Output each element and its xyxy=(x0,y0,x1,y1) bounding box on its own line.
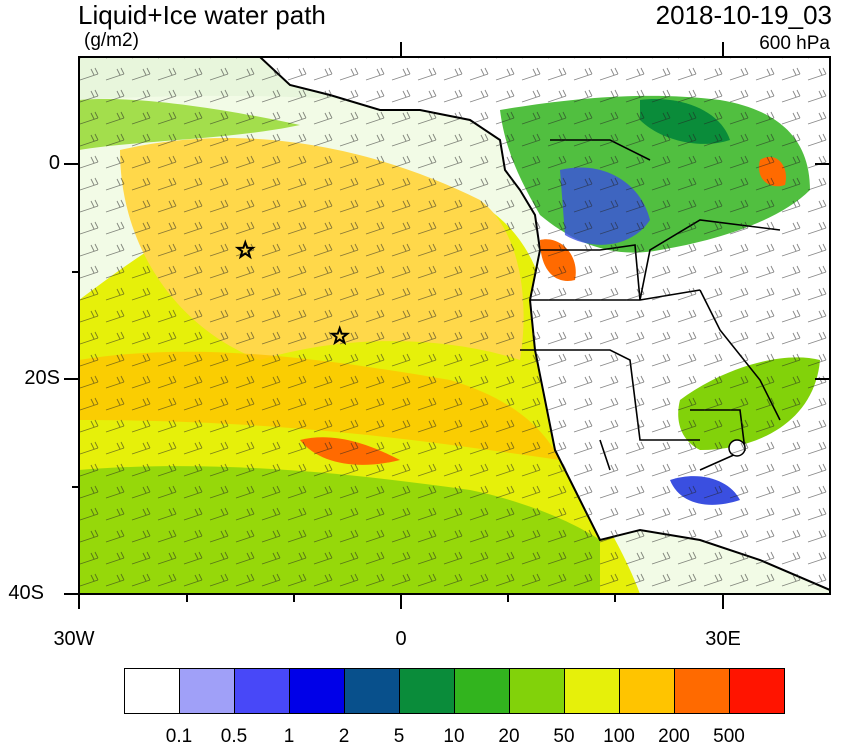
colorbar-swatch xyxy=(619,668,675,714)
pressure-level-label: 600 hPa xyxy=(759,33,830,54)
colorbar-swatch xyxy=(564,668,620,714)
wind-barbs xyxy=(79,57,830,594)
lon-label-0: 0 xyxy=(395,628,407,650)
star-marker-1 xyxy=(234,239,256,260)
lat-label-20s: 20S xyxy=(24,367,60,389)
map-title: Liquid+Ice water path xyxy=(78,0,326,30)
colorbar-swatch xyxy=(509,668,565,714)
colorbar-label: 100 xyxy=(603,726,635,747)
colorbar-label: 0.1 xyxy=(165,726,193,747)
axis-ticks xyxy=(64,42,830,609)
colorbar-label: 5 xyxy=(393,726,405,747)
colorbar-label: 500 xyxy=(713,726,745,747)
map-frame xyxy=(78,56,831,595)
colorbar-swatch xyxy=(344,668,400,714)
lat-label-40s: 40S xyxy=(8,582,44,604)
colorbar-label: 0.5 xyxy=(220,726,248,747)
colorbar-swatch xyxy=(179,668,235,714)
colorbar-swatch xyxy=(454,668,510,714)
colorbar-swatch xyxy=(289,668,345,714)
colorbar-label: 200 xyxy=(658,726,690,747)
colorbar-label: 1 xyxy=(283,726,295,747)
colorbar-swatch xyxy=(234,668,290,714)
colorbar-label: 10 xyxy=(443,726,465,747)
units-label: (g/m2) xyxy=(84,30,139,51)
lon-label-30w: 30W xyxy=(53,628,95,650)
colorbar-label: 50 xyxy=(553,726,575,747)
colorbar-swatch xyxy=(399,668,455,714)
lat-label-0: 0 xyxy=(48,152,60,174)
colorbar-label: 20 xyxy=(498,726,520,747)
colorbar-swatch xyxy=(124,668,180,714)
datetime-label: 2018-10-19_03 xyxy=(655,0,832,30)
colorbar-swatch xyxy=(674,668,730,714)
colorbar-label: 2 xyxy=(338,726,350,747)
colorbar-swatch xyxy=(729,668,785,714)
star-marker-2 xyxy=(329,325,351,346)
lon-label-30e: 30E xyxy=(705,628,741,650)
